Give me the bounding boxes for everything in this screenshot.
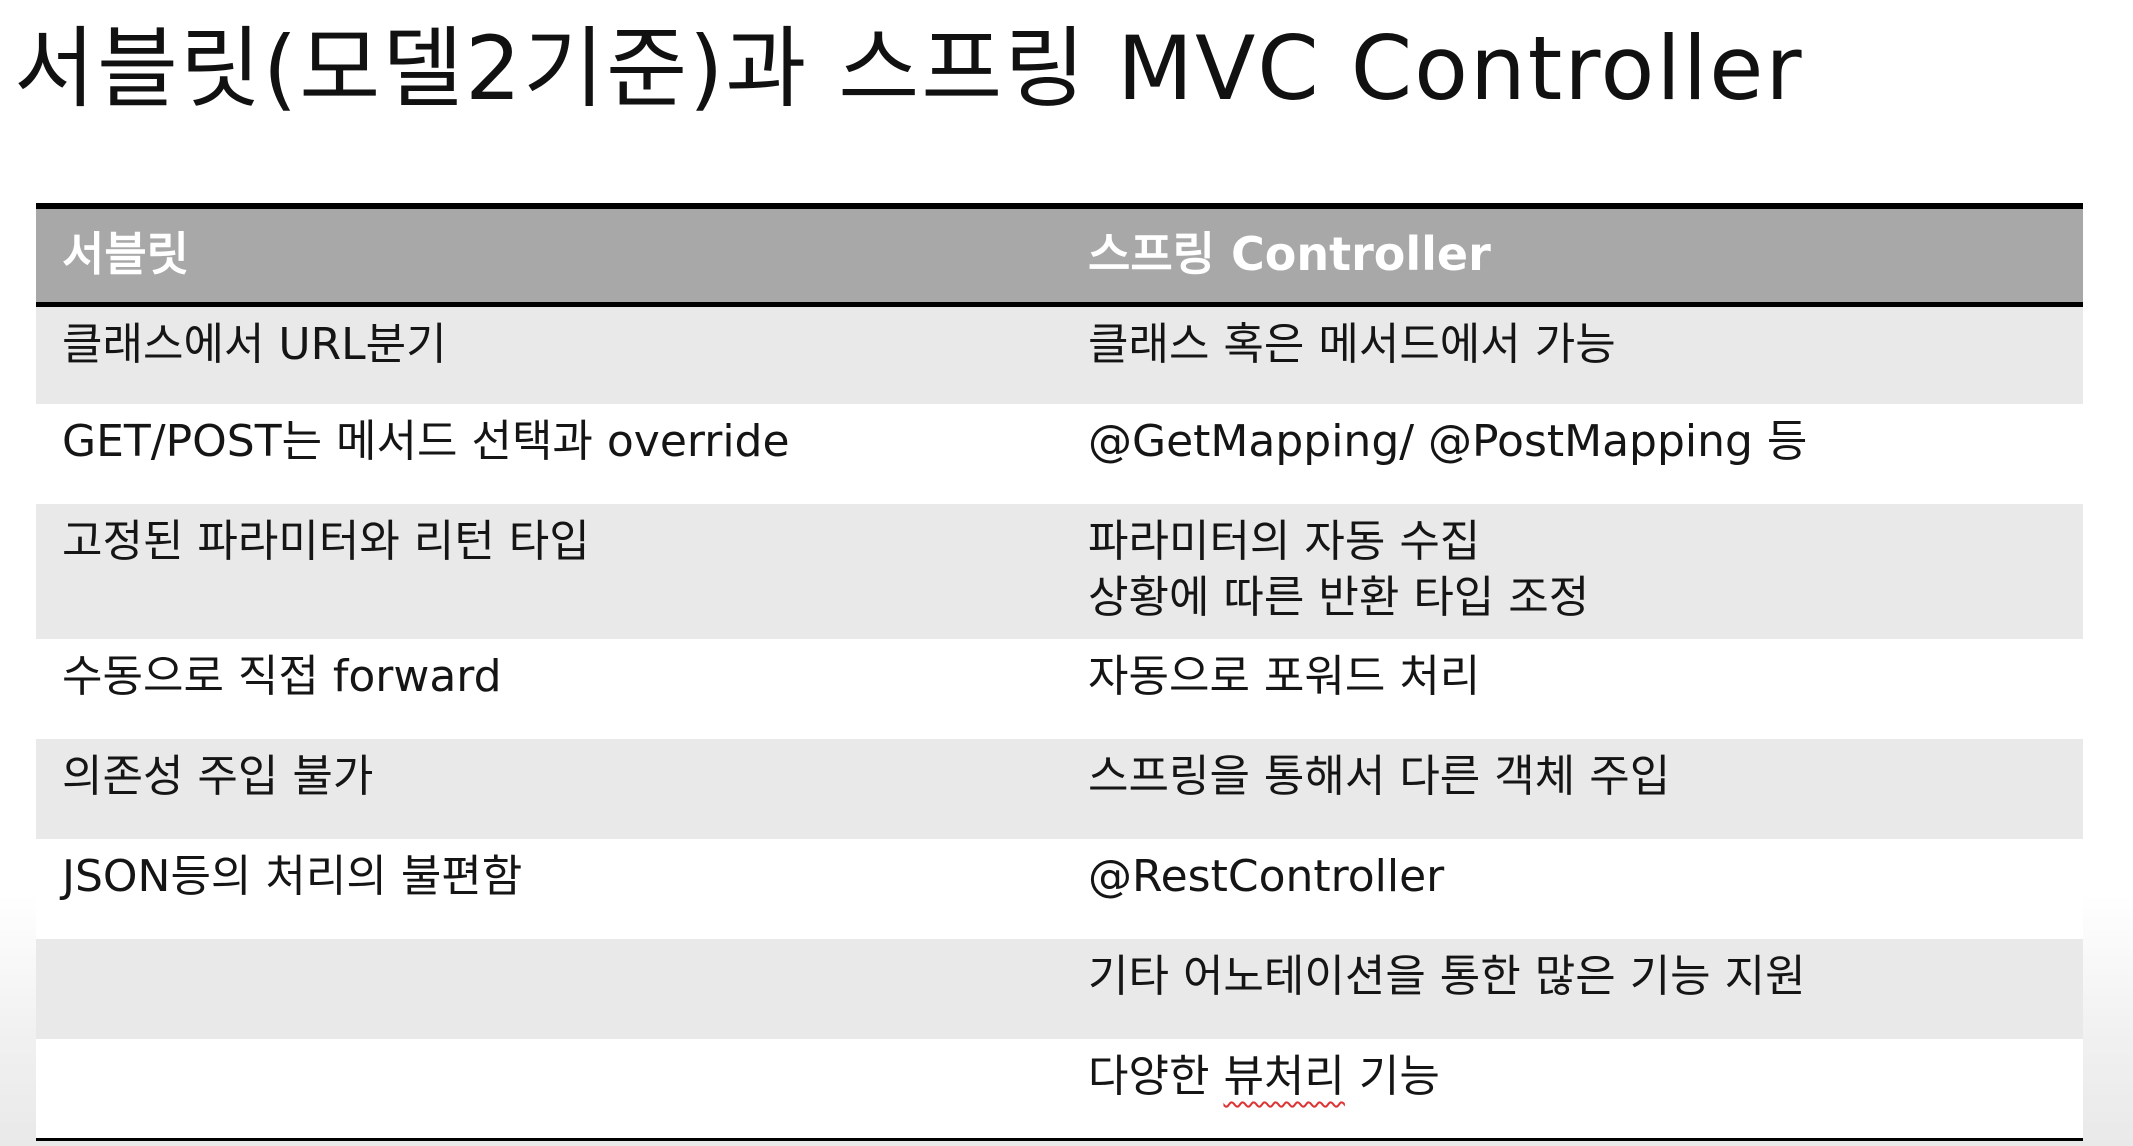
spring-cell: 스프링을 통해서 다른 객체 주입 xyxy=(1062,739,2083,839)
spring-cell-text: 스프링을 통해서 다른 객체 주입 xyxy=(1088,751,1671,802)
spring-cell: @RestController xyxy=(1062,839,2083,939)
spellcheck-flagged-word: 뷰처리 xyxy=(1223,1051,1345,1102)
spring-cell-text-before: 다양한 xyxy=(1088,1051,1224,1102)
spring-cell-text: @RestController xyxy=(1088,851,1445,902)
servlet-cell: 의존성 주입 불가 xyxy=(36,739,1062,839)
table-row: 수동으로 직접 forward 자동으로 포워드 처리 xyxy=(36,639,2083,739)
spring-cell-line-2: 상황에 따른 반환 타입 조정 xyxy=(1088,572,1590,623)
table-row: 기타 어노테이션을 통한 많은 기능 지원 xyxy=(36,939,2083,1039)
spring-cell-text-after: 기능 xyxy=(1344,1051,1440,1102)
servlet-cell: 고정된 파라미터와 리턴 타입 xyxy=(36,504,1062,639)
spring-cell: 자동으로 포워드 처리 xyxy=(1062,639,2083,739)
servlet-cell: 수동으로 직접 forward xyxy=(36,639,1062,739)
servlet-cell: JSON등의 처리의 불편함 xyxy=(36,839,1062,939)
table-header: 서블릿 스프링 Controller xyxy=(36,206,2083,307)
slide-title: 서블릿(모델2기준)과 스프링 MVC Controller xyxy=(14,17,1804,120)
table-row: GET/POST는 메서드 선택과 override @GetMapping/ … xyxy=(36,404,2083,504)
spring-cell: 기타 어노테이션을 통한 많은 기능 지원 xyxy=(1062,939,2083,1039)
spring-cell-text: 자동으로 포워드 처리 xyxy=(1088,651,1481,702)
spring-cell-text: @GetMapping/ @PostMapping 등 xyxy=(1088,416,1808,467)
spring-cell: 클래스 혹은 메서드에서 가능 xyxy=(1062,304,2083,404)
table-row: 고정된 파라미터와 리턴 타입 파라미터의 자동 수집 상황에 따른 반환 타입… xyxy=(36,504,2083,639)
header-servlet: 서블릿 xyxy=(36,206,1062,307)
servlet-cell: 클래스에서 URL분기 xyxy=(36,304,1062,404)
servlet-cell: GET/POST는 메서드 선택과 override xyxy=(36,404,1062,504)
table-row: 의존성 주입 불가 스프링을 통해서 다른 객체 주입 xyxy=(36,739,2083,839)
spring-cell: @GetMapping/ @PostMapping 등 xyxy=(1062,404,2083,504)
table-row: 다양한 뷰처리 기능 xyxy=(36,1039,2083,1139)
header-row: 서블릿 스프링 Controller xyxy=(36,206,2083,307)
spring-cell: 다양한 뷰처리 기능 xyxy=(1062,1039,2083,1139)
table-row: JSON등의 처리의 불편함 @RestController xyxy=(36,839,2083,939)
table-row: 클래스에서 URL분기 클래스 혹은 메서드에서 가능 xyxy=(36,304,2083,404)
comparison-table: 서블릿 스프링 Controller 클래스에서 URL분기 클래스 혹은 메서… xyxy=(36,203,2083,1141)
servlet-cell-empty xyxy=(36,939,1062,1039)
spring-cell: 파라미터의 자동 수집 상황에 따른 반환 타입 조정 xyxy=(1062,504,2083,639)
spring-cell-line-1: 파라미터의 자동 수집 xyxy=(1088,516,1481,567)
spring-cell-text: 기타 어노테이션을 통한 많은 기능 지원 xyxy=(1088,951,1806,1002)
servlet-cell-empty xyxy=(36,1039,1062,1139)
header-spring-controller: 스프링 Controller xyxy=(1062,206,2083,307)
spring-cell-text: 클래스 혹은 메서드에서 가능 xyxy=(1088,318,1616,370)
